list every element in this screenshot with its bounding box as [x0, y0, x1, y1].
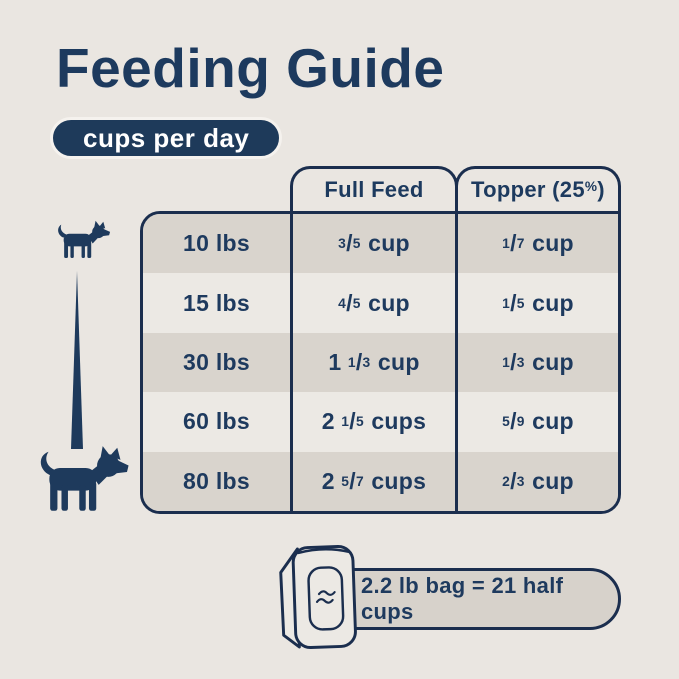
topper-cell: 5/9 cup [455, 392, 618, 452]
topper-cell: 1/5 cup [455, 273, 618, 333]
table-row: 15 lbs 4/5 cup 1/5 cup [143, 273, 618, 333]
fraction-slash: / [349, 467, 356, 494]
food-bag-icon [279, 545, 357, 649]
fraction-whole: 2 [321, 408, 335, 435]
topper-label: Topper (25%) [471, 177, 605, 202]
weight-cell: 10 lbs [182, 230, 250, 257]
weight-cell: 15 lbs [182, 289, 250, 316]
weight-cell: 60 lbs [182, 408, 250, 435]
fraction-slash: / [510, 349, 517, 376]
weight-cell: 30 lbs [182, 349, 250, 376]
full-feed-label: Full Feed [324, 177, 424, 202]
feeding-table: 10 lbs 3/5 cup 1/7 cup 15 lbs 4/5 cup 1/5 cu… [140, 211, 621, 514]
fraction-numerator: 5 [341, 473, 350, 489]
fraction-numerator: 1 [502, 236, 511, 252]
badge-label: cups per day [83, 122, 250, 153]
fraction-denominator: 5 [352, 295, 361, 311]
fraction-numerator: 1 [502, 295, 511, 311]
unit-label: cup [532, 467, 574, 494]
cups-per-day-badge: cups per day [50, 117, 283, 159]
topper-cell: 1/3 cup [455, 332, 618, 393]
fraction-denominator: 5 [352, 236, 361, 252]
unit-label: cup [377, 349, 420, 376]
fraction-denominator: 5 [516, 295, 525, 311]
unit-label: cup [532, 349, 574, 376]
fraction-whole: 2 [321, 467, 335, 494]
topper-cell: 1/7 cup [455, 214, 618, 274]
fraction-slash: / [346, 230, 353, 257]
column-header-topper: Topper (25%) [455, 166, 621, 211]
fraction-numerator: 2 [502, 473, 511, 489]
table-row: 60 lbs 2 1/5 cups 5/9 cup [143, 392, 618, 452]
full-feed-cell: 4/5 cup [290, 273, 455, 333]
fraction-denominator: 3 [516, 473, 525, 489]
column-header-full-feed: Full Feed [290, 166, 458, 211]
table-row: 10 lbs 3/5 cup 1/7 cup [143, 214, 618, 274]
large-dog-icon [40, 446, 129, 511]
table-row: 30 lbs 1 1/3 cup 1/3 cup [143, 332, 618, 393]
fraction-numerator: 3 [338, 236, 347, 252]
unit-label: cups [371, 467, 427, 494]
fraction-numerator: 1 [502, 355, 511, 371]
fraction-denominator: 3 [516, 355, 525, 371]
fraction-numerator: 1 [341, 414, 350, 430]
small-dog-icon [58, 220, 111, 258]
fraction-denominator: 7 [516, 236, 525, 252]
fraction-denominator: 9 [516, 414, 525, 430]
page-title: Feeding Guide [56, 37, 445, 99]
fraction-denominator: 3 [362, 355, 371, 371]
unit-label: cup [532, 230, 574, 257]
fraction-denominator: 5 [355, 414, 364, 430]
table-row: 80 lbs 2 5/7 cups 2/3 cup [143, 451, 618, 511]
unit-label: cup [532, 408, 574, 435]
fraction-slash: / [510, 230, 517, 257]
full-feed-cell: 2 5/7 cups [290, 451, 455, 511]
unit-label: cup [368, 289, 410, 316]
full-feed-cell: 1 1/3 cup [290, 332, 455, 393]
unit-label: cup [368, 230, 410, 257]
percent-superscript: % [584, 178, 598, 194]
fraction-slash: / [510, 289, 517, 316]
weight-cell: 80 lbs [182, 467, 250, 494]
fraction-numerator: 5 [502, 414, 511, 430]
full-feed-cell: 2 1/5 cups [290, 392, 455, 452]
unit-label: cups [371, 408, 427, 435]
fraction-slash: / [510, 467, 517, 494]
fraction-denominator: 7 [355, 473, 364, 489]
topper-cell: 2/3 cup [455, 451, 618, 511]
size-taper-line [71, 271, 83, 449]
unit-label: cup [532, 289, 574, 316]
fraction-numerator: 4 [338, 295, 347, 311]
fraction-numerator: 1 [347, 355, 356, 371]
fraction-whole: 1 [328, 349, 342, 376]
fraction-slash: / [349, 408, 356, 435]
fraction-slash: / [510, 408, 517, 435]
full-feed-cell: 3/5 cup [290, 214, 455, 274]
bag-note-text: 2.2 lb bag = 21 half cups [361, 573, 564, 624]
fraction-slash: / [346, 289, 353, 316]
fraction-slash: / [355, 349, 363, 376]
